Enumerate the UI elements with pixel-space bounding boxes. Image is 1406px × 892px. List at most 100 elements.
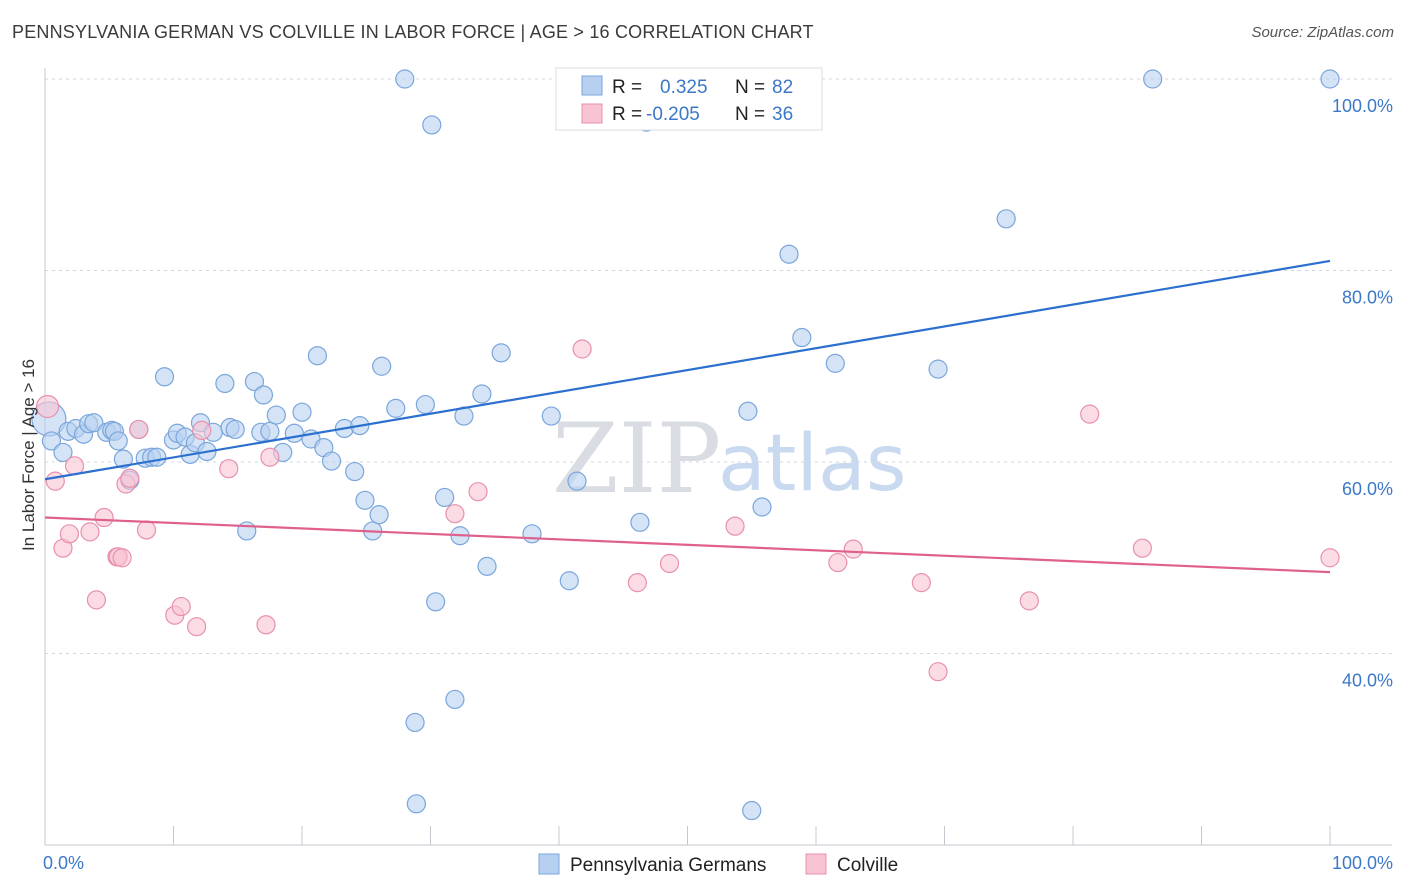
legend-n-value-1: 36 <box>772 104 793 125</box>
point-pennsylvania-germans-77 <box>825 353 845 373</box>
legend-r-value-1: -0.205 <box>646 104 700 125</box>
point-pennsylvania-germans-27 <box>215 373 235 394</box>
point-pennsylvania-germans-7 <box>84 413 104 433</box>
point-colville-3 <box>59 524 80 544</box>
point-colville-31 <box>1080 404 1100 424</box>
point-pennsylvania-germans-44 <box>345 461 365 482</box>
point-pennsylvania-germans-33 <box>253 385 274 405</box>
point-pennsylvania-germans-34 <box>260 421 280 441</box>
legend-n-label-0: N = <box>735 77 765 98</box>
legend-r-label-0: R = <box>612 77 642 98</box>
point-pennsylvania-germans-72 <box>738 401 758 421</box>
point-colville-7 <box>94 507 114 528</box>
series-legend-label-pennsylvania-germans: Pennsylvania Germans <box>570 855 766 876</box>
point-pennsylvania-germans-66 <box>559 571 579 591</box>
point-pennsylvania-germans-73 <box>742 800 762 821</box>
axes <box>44 68 1392 846</box>
point-pennsylvania-germans-80 <box>1143 69 1163 89</box>
point-colville-16 <box>187 617 207 637</box>
point-pennsylvania-germans-76 <box>792 327 812 348</box>
point-pennsylvania-germans-52 <box>405 712 425 733</box>
point-pennsylvania-germans-29 <box>225 419 245 440</box>
legend-r-label-1: R = <box>612 104 642 125</box>
point-colville-19 <box>260 447 280 467</box>
point-pennsylvania-germans-40 <box>307 346 328 366</box>
point-pennsylvania-germans-56 <box>426 592 446 612</box>
series-legend-label-colville: Colville <box>837 855 898 876</box>
point-colville-24 <box>659 553 680 574</box>
point-pennsylvania-germans-74 <box>752 497 772 517</box>
chart-source: Source: ZipAtlas.com <box>1251 24 1394 41</box>
point-pennsylvania-germans-46 <box>355 490 375 510</box>
legend-n-value-0: 82 <box>772 77 793 98</box>
legend-swatch-pennsylvania-germans <box>581 75 603 96</box>
chart-title: PENNSYLVANIA GERMAN VS COLVILLE IN LABOR… <box>12 22 814 42</box>
point-pennsylvania-germans-63 <box>491 343 511 363</box>
y-axis-title: In Labor Force | Age > 16 <box>19 359 38 551</box>
y-tick-label-60: 60.0% <box>1342 479 1393 499</box>
series-legend: Pennsylvania Germans Colville <box>538 853 898 876</box>
point-colville-33 <box>1320 548 1340 568</box>
point-colville-0 <box>35 394 60 419</box>
watermark: ZIP atlas <box>552 403 907 515</box>
point-pennsylvania-germans-67 <box>567 471 587 491</box>
point-pennsylvania-germans-58 <box>445 689 465 710</box>
point-colville-1 <box>45 471 65 491</box>
point-pennsylvania-germans-37 <box>284 423 304 443</box>
series-legend-swatch-pennsylvania-germans <box>538 853 560 875</box>
point-pennsylvania-germans-62 <box>477 556 497 576</box>
point-colville-25 <box>725 516 745 536</box>
point-pennsylvania-germans-69 <box>630 512 650 532</box>
point-colville-11 <box>120 468 140 488</box>
point-pennsylvania-germans-51 <box>395 69 415 89</box>
point-pennsylvania-germans-38 <box>292 402 312 422</box>
point-colville-34 <box>192 420 212 441</box>
point-pennsylvania-germans-2 <box>53 442 73 463</box>
point-pennsylvania-germans-75 <box>779 244 799 264</box>
point-colville-35 <box>112 548 132 568</box>
point-pennsylvania-germans-11 <box>108 431 128 451</box>
point-pennsylvania-germans-49 <box>372 356 392 376</box>
point-colville-17 <box>219 459 239 479</box>
point-pennsylvania-germans-54 <box>415 394 435 415</box>
point-pennsylvania-germans-17 <box>147 447 167 467</box>
point-colville-26 <box>828 552 848 573</box>
point-colville-27 <box>843 539 863 559</box>
legend-box: R = 0.325 N = 82 R = -0.205 N = 36 <box>555 67 823 131</box>
point-pennsylvania-germans-42 <box>321 451 342 471</box>
point-pennsylvania-germans-48 <box>369 505 389 525</box>
trend-line-colville <box>44 516 1331 574</box>
point-colville-23 <box>627 573 647 593</box>
point-pennsylvania-germans-61 <box>472 384 492 404</box>
point-pennsylvania-germans-50 <box>386 398 406 418</box>
point-pennsylvania-germans-35 <box>266 405 286 425</box>
watermark-atlas: atlas <box>718 419 907 509</box>
point-pennsylvania-germans-31 <box>244 371 265 392</box>
legend-swatch-colville <box>581 103 603 124</box>
point-colville-12 <box>129 419 149 440</box>
tick-labels: 40.0% 60.0% 80.0% 100.0% 0.0% 100.0% <box>43 96 1393 873</box>
point-pennsylvania-germans-53 <box>406 794 426 814</box>
point-colville-18 <box>256 615 276 635</box>
point-pennsylvania-germans-81 <box>1320 69 1340 89</box>
point-colville-13 <box>136 520 157 540</box>
y-tick-label-40: 40.0% <box>1342 671 1393 691</box>
legend-n-label-1: N = <box>735 104 765 125</box>
point-pennsylvania-germans-30 <box>237 521 257 541</box>
x-tick-label-min: 0.0% <box>43 853 84 873</box>
point-colville-15 <box>171 596 191 617</box>
point-colville-21 <box>468 482 488 502</box>
point-colville-29 <box>928 662 948 682</box>
grid <box>45 78 1392 654</box>
trend-lines <box>44 259 1331 574</box>
trend-line-pennsylvania-germans <box>44 259 1331 481</box>
series-legend-swatch-colville <box>805 853 827 875</box>
point-colville-28 <box>911 573 931 593</box>
point-colville-6 <box>86 590 107 610</box>
point-colville-5 <box>80 522 100 542</box>
point-pennsylvania-germans-55 <box>422 115 442 135</box>
point-pennsylvania-germans-65 <box>541 406 561 426</box>
y-tick-label-80: 80.0% <box>1342 288 1393 308</box>
watermark-zip: ZIP <box>552 403 721 515</box>
point-pennsylvania-germans-12 <box>113 449 133 469</box>
